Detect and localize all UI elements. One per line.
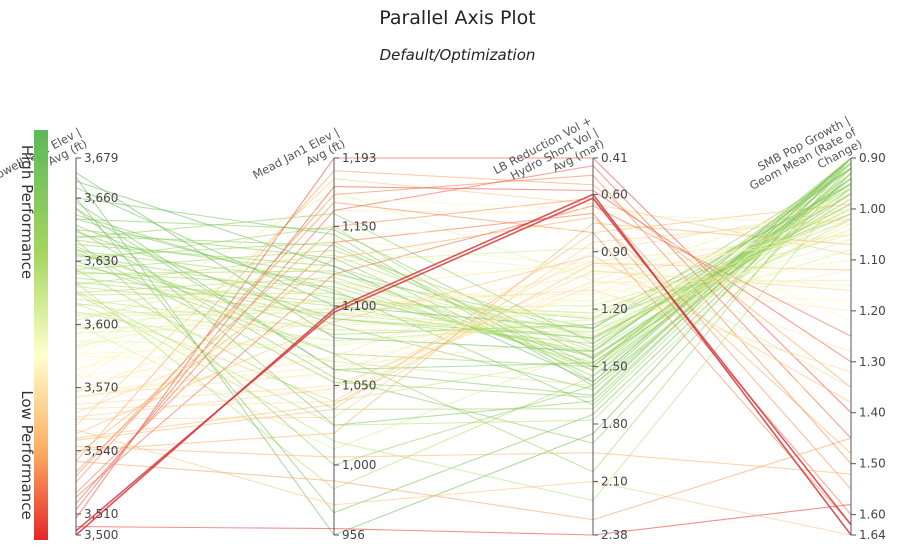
chart-title: Parallel Axis Plot (379, 7, 536, 29)
data-polyline[interactable] (75, 228, 852, 424)
tick-label: 1,100 (342, 299, 376, 313)
color-legend: High Performance Low Performance (18, 130, 48, 540)
tick-label: 1.10 (859, 253, 886, 267)
tick-label: 0.90 (859, 151, 886, 165)
tick-label: 3,570 (84, 381, 118, 395)
tick-label: 3,660 (84, 191, 118, 205)
tick-label: 1.80 (601, 417, 628, 431)
data-polyline[interactable] (75, 279, 852, 397)
data-polyline[interactable] (75, 157, 852, 473)
data-polyline[interactable] (75, 289, 852, 414)
data-polyline[interactable] (75, 198, 852, 372)
data-polyline[interactable] (75, 157, 852, 368)
data-polyline[interactable] (75, 445, 852, 475)
tick-label: 3,540 (84, 444, 118, 458)
data-polyline[interactable] (75, 190, 852, 336)
data-polyline[interactable] (75, 183, 852, 387)
tick-label: 1.60 (859, 508, 886, 522)
tick-label: 0.41 (601, 151, 628, 165)
data-polyline[interactable] (75, 157, 852, 398)
tick-label: 0.60 (601, 187, 628, 201)
data-polyline[interactable] (75, 172, 852, 426)
tick-label: 3,600 (84, 317, 118, 331)
tick-label: 1.30 (859, 355, 886, 369)
data-polyline[interactable] (75, 197, 852, 378)
tick-label: 956 (342, 528, 365, 542)
tick-label: 1.20 (601, 302, 628, 316)
data-polyline[interactable] (75, 216, 852, 456)
tick-label: 3,630 (84, 254, 118, 268)
data-polyline[interactable] (75, 172, 852, 444)
data-polyline[interactable] (75, 203, 852, 339)
tick-label: 3,510 (84, 507, 118, 521)
data-polyline[interactable] (75, 188, 852, 372)
tick-label: 1,150 (342, 219, 376, 233)
tick-label: 1.50 (601, 360, 628, 374)
data-polyline[interactable] (75, 429, 852, 536)
data-polyline[interactable] (75, 238, 852, 334)
tick-label: 2.10 (601, 474, 628, 488)
legend-low-label: Low Performance (18, 390, 36, 519)
data-polyline[interactable] (75, 255, 852, 435)
tick-label: 0.90 (601, 245, 628, 259)
data-polyline[interactable] (75, 198, 852, 352)
data-polyline[interactable] (75, 270, 852, 418)
tick-label: 1.20 (859, 304, 886, 318)
data-polyline[interactable] (75, 218, 852, 328)
data-polyline[interactable] (75, 503, 852, 536)
tick-label: 1,000 (342, 458, 376, 472)
color-scale-bar (34, 130, 48, 540)
data-polyline[interactable] (75, 233, 852, 391)
chart-subtitle: Default/Optimization (379, 46, 536, 64)
data-polyline[interactable] (75, 223, 852, 370)
legend-high-label: High Performance (18, 145, 36, 279)
data-polyline[interactable] (75, 218, 852, 356)
tick-label: 1.40 (859, 406, 886, 420)
tick-label: 1,050 (342, 378, 376, 392)
polylines-layer (75, 157, 852, 536)
tick-label: 1.64 (859, 528, 886, 542)
data-polyline[interactable] (75, 437, 852, 521)
tick-label: 1.50 (859, 457, 886, 471)
highlight-lines-layer (75, 193, 852, 536)
data-polyline[interactable] (75, 167, 852, 345)
data-polyline[interactable] (75, 167, 852, 352)
tick-label: 3,679 (84, 151, 118, 165)
tick-label: 3,500 (84, 528, 118, 542)
tick-label: 2.38 (601, 528, 628, 542)
tick-label: 1,193 (342, 151, 376, 165)
data-polyline[interactable] (75, 178, 852, 426)
data-polyline[interactable] (75, 269, 852, 347)
highlighted-polyline[interactable] (75, 197, 852, 532)
data-polyline[interactable] (75, 186, 852, 511)
data-polyline[interactable] (75, 260, 852, 393)
data-polyline[interactable] (75, 162, 852, 410)
tick-label: 1.00 (859, 202, 886, 216)
data-polyline[interactable] (75, 213, 852, 405)
axis-label: LB Reduction Vol +Hydro Short Vol |Avg (… (491, 113, 607, 200)
